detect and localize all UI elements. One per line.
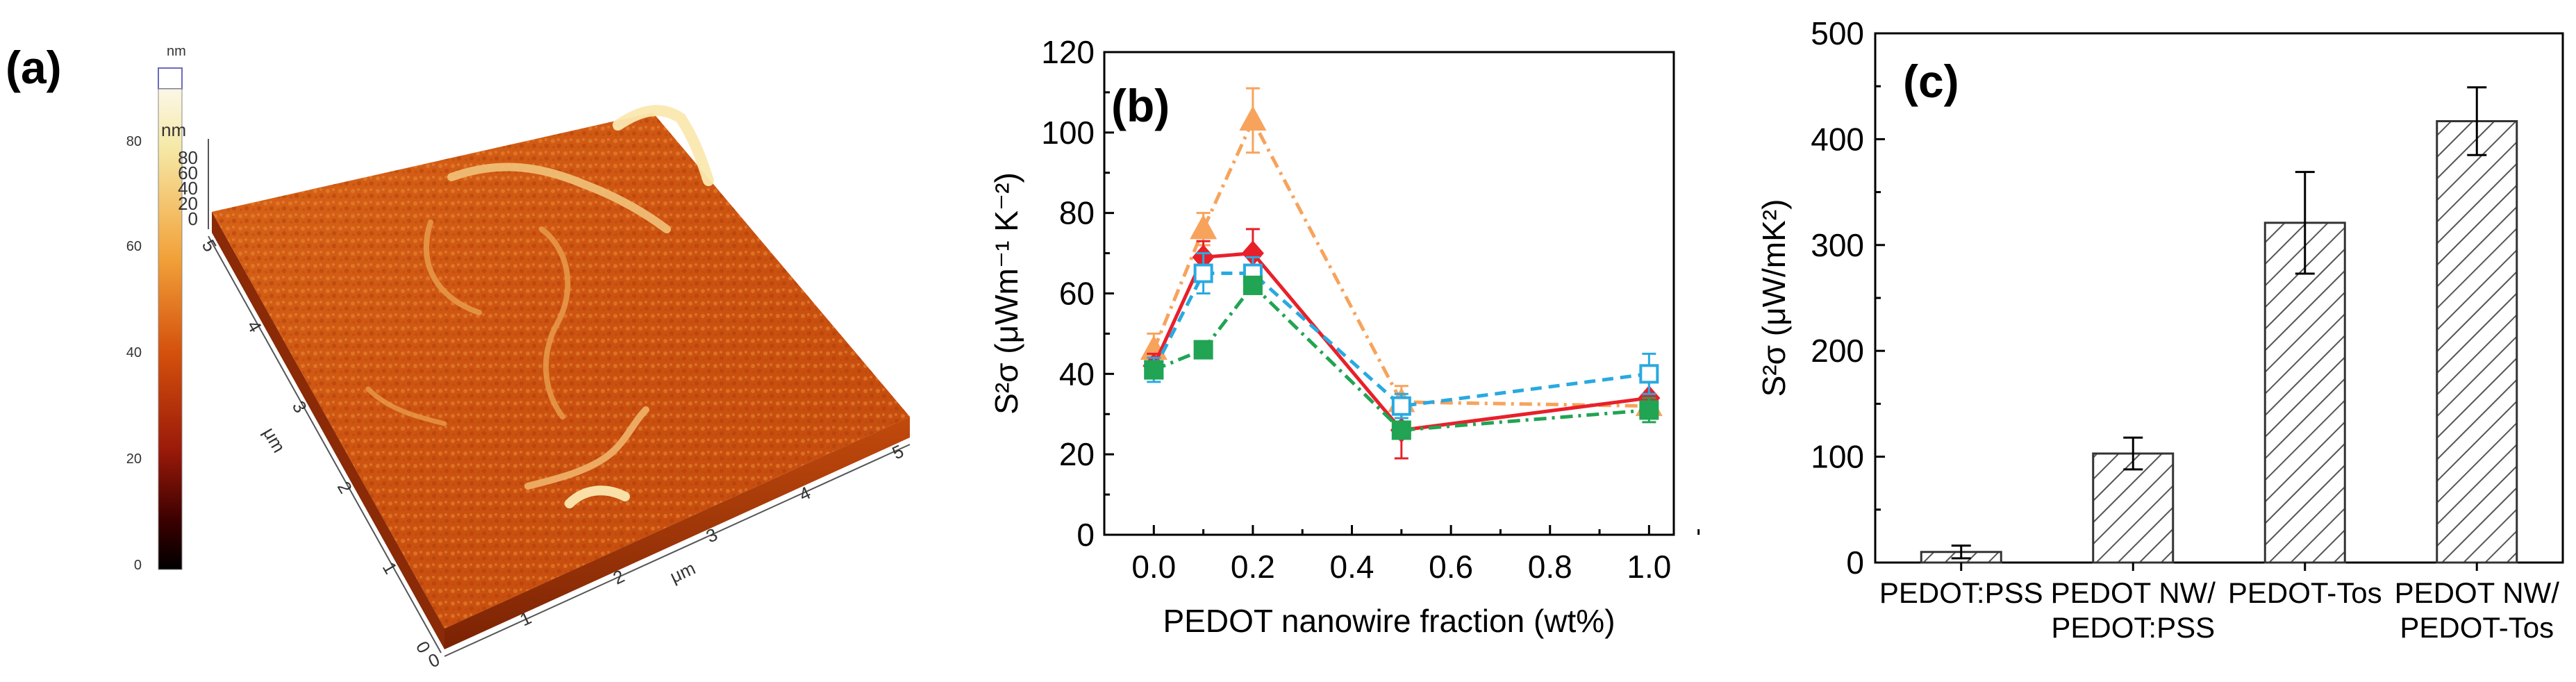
colorbar-tick-label: 40 [126, 345, 142, 360]
surface-front-edge [444, 417, 910, 649]
nanowire-ridge [613, 105, 714, 186]
chart-c-category-label: PEDOT NW/ [2395, 576, 2560, 609]
chart-c-y-tick-label: 500 [1811, 15, 1864, 51]
z-axis-unit: nm [161, 119, 186, 140]
z-tick-label: 60 [178, 163, 198, 183]
chart-c-bar [2263, 222, 2346, 564]
x-tick-label: 5 [889, 440, 907, 463]
x-tick-label: 3 [703, 524, 721, 547]
surface-left-edge [212, 212, 444, 649]
chart-c-y-axis-label: S²σ (μW/mK²) [1756, 199, 1792, 397]
chart-b-ticks: 0 20 40 60 80 100 120 0.0 0.2 0.4 0.6 0.8 1.0 [1041, 34, 1700, 585]
colorbar-tick-label: 80 [126, 134, 142, 149]
chart-c-ticks: 0 100 200 300 400 500 [1811, 15, 1885, 581]
afm-surface [212, 105, 910, 649]
chart-c-y-tick-label: 100 [1811, 439, 1864, 475]
afm-z-axis: nm 80 60 40 20 0 [161, 119, 209, 229]
chart-c-category-label: PEDOT-Tos [2400, 611, 2554, 644]
chart-b-y-tick-label: 100 [1041, 115, 1095, 151]
afm-colorbar: nm 80 60 40 20 0 [126, 44, 186, 573]
chart-b-point [1243, 275, 1263, 295]
chart-b-x-tick-label: 1.0 [1627, 549, 1671, 585]
chart-b-y-tick-label: 0 [1077, 517, 1095, 553]
colorbar-tick-label: 0 [134, 558, 142, 573]
chart-b-x-tick-label: 0.0 [1131, 549, 1176, 585]
x-tick-label: 2 [610, 565, 628, 588]
chart-b-point [1639, 400, 1659, 420]
chart-c-bar-group-0: PEDOT:PSS [1879, 544, 2043, 609]
nanowire-ridge [524, 406, 649, 490]
panel-b-line-chart: 0 20 40 60 80 100 120 0.0 0.2 0.4 0.6 0.8 1.0 (b) PE… [988, 34, 1700, 639]
chart-c-y-tick-label: 200 [1811, 333, 1864, 369]
chart-c-bar-group-2: PEDOT-Tos [2228, 171, 2382, 609]
z-tick-label: 20 [178, 193, 198, 214]
chart-b-x-tick-label: 0.6 [1429, 549, 1473, 585]
chart-b-y-tick-label: 120 [1041, 34, 1095, 70]
chart-b-series [1140, 87, 1663, 460]
colorbar-tick-label: 20 [126, 451, 142, 467]
chart-b-x-tick-label: 0.2 [1231, 549, 1275, 585]
chart-b-point [1391, 396, 1411, 416]
colorbar-top-swatch [158, 67, 183, 90]
chart-c-bar [2436, 119, 2518, 564]
chart-b-x-axis-label: PEDOT nanowire fraction (wt%) [1163, 603, 1615, 639]
nanowire-ridge [539, 226, 571, 419]
chart-c-y-tick-label: 300 [1811, 227, 1864, 263]
chart-c-y-tick-label: 0 [1846, 544, 1864, 581]
panel-b-label: (b) [1111, 80, 1170, 131]
chart-c-y-tick-label: 400 [1811, 121, 1864, 157]
nanowire-ridge [365, 386, 447, 426]
panel-c-label: (c) [1903, 56, 1959, 107]
nanowire-ridge [565, 485, 630, 508]
chart-b-y-axis-label: S²σ (μWm⁻¹ K⁻²) [988, 172, 1024, 415]
chart-c-category-label: PEDOT:PSS [2051, 611, 2215, 644]
chart-b-series-0 [1140, 87, 1663, 419]
chart-c-category-label: PEDOT-Tos [2228, 576, 2382, 609]
chart-b-y-tick-label: 20 [1059, 436, 1095, 472]
chart-b-series-line [1152, 272, 1650, 408]
chart-b-x-tick-label: 0.4 [1330, 549, 1374, 585]
chart-b-y-tick-label: 60 [1059, 276, 1095, 312]
z-tick-label: 80 [178, 147, 198, 168]
chart-b-series-2 [1144, 252, 1659, 419]
surface-texture [212, 113, 910, 629]
nanowire-ridge [423, 219, 482, 315]
x-axis-unit: μm [667, 558, 699, 588]
chart-b-y-tick-label: 80 [1059, 195, 1095, 231]
chart-b-plot-frame [1103, 51, 1675, 536]
chart-b-point [1144, 360, 1164, 380]
panel-a-label: (a) [6, 42, 62, 93]
y-axis-unit: μm [259, 424, 290, 456]
colorbar-tick-label: 60 [126, 239, 142, 254]
chart-b-series-line [1152, 116, 1650, 408]
chart-b-point [1190, 214, 1218, 240]
chart-b-x-tick-label: 0.8 [1528, 549, 1572, 585]
chart-b-point [1391, 420, 1411, 440]
nanowire-ridge [447, 163, 671, 233]
colorbar-unit: nm [167, 44, 186, 59]
chart-b-series-3 [1144, 275, 1659, 440]
chart-b-y-tick-label: 40 [1059, 356, 1095, 392]
colorbar-gradient [158, 88, 183, 570]
chart-b-point [1193, 263, 1213, 283]
x-tick-label: 4 [796, 482, 814, 505]
z-tick-label: 40 [178, 178, 198, 199]
chart-c-category-label: PEDOT NW/ [2051, 576, 2216, 609]
chart-c-category-label: PEDOT:PSS [1879, 576, 2043, 609]
chart-b-point [1193, 340, 1213, 360]
chart-b-point [1639, 364, 1659, 384]
panel-a: (a) nm 80 60 40 20 0 [6, 42, 911, 672]
x-tick-label: 1 [517, 607, 535, 630]
chart-b-point [1239, 106, 1267, 131]
chart-c-bar-group-3: PEDOT NW/PEDOT-Tos [2395, 86, 2560, 644]
chart-c-bar-group-1: PEDOT NW/PEDOT:PSS [2051, 436, 2216, 644]
z-tick-label: 0 [188, 208, 198, 229]
